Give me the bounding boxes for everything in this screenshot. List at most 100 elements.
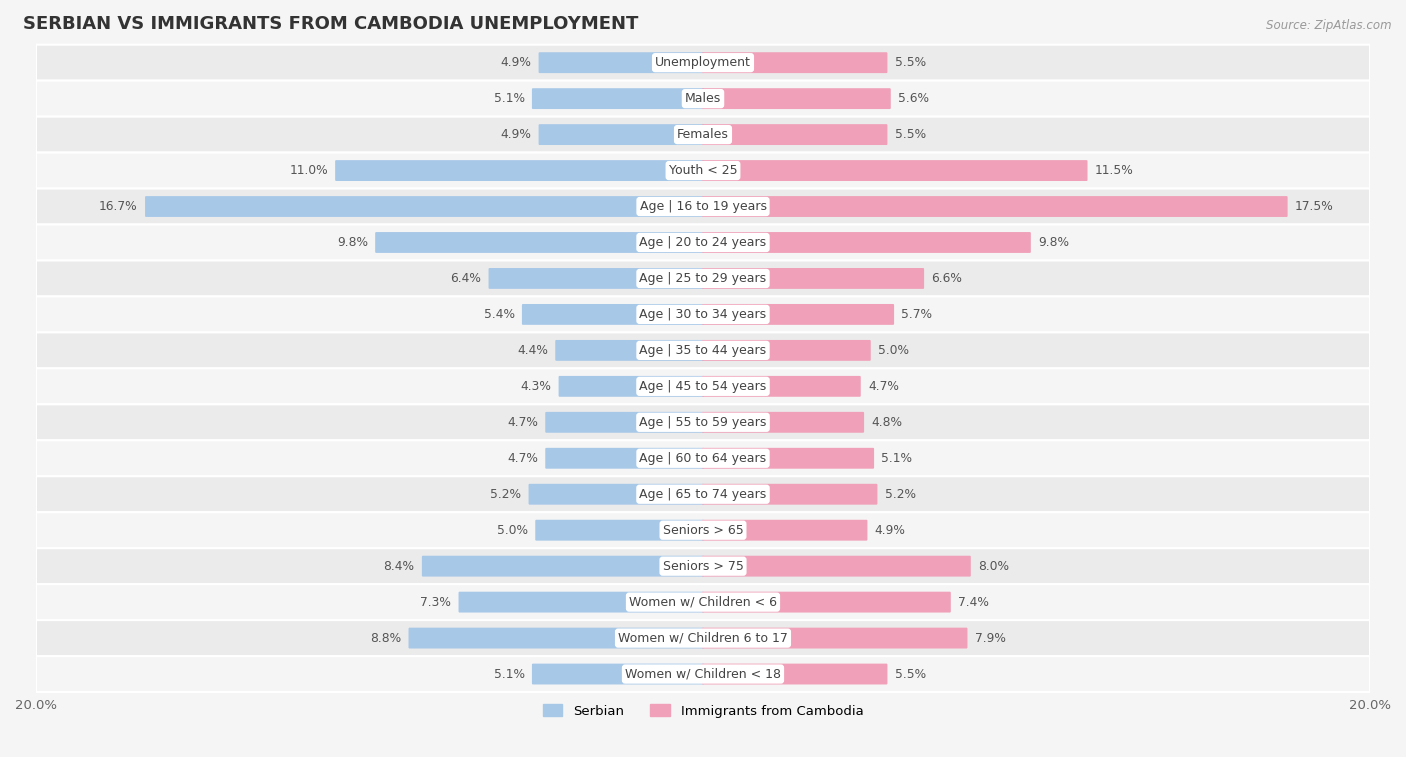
Text: 16.7%: 16.7%: [98, 200, 138, 213]
FancyBboxPatch shape: [702, 520, 868, 540]
FancyBboxPatch shape: [702, 89, 891, 109]
Text: SERBIAN VS IMMIGRANTS FROM CAMBODIA UNEMPLOYMENT: SERBIAN VS IMMIGRANTS FROM CAMBODIA UNEM…: [22, 15, 638, 33]
Text: Age | 45 to 54 years: Age | 45 to 54 years: [640, 380, 766, 393]
FancyBboxPatch shape: [409, 628, 704, 649]
Text: Age | 30 to 34 years: Age | 30 to 34 years: [640, 308, 766, 321]
Text: 5.7%: 5.7%: [901, 308, 932, 321]
Text: Age | 35 to 44 years: Age | 35 to 44 years: [640, 344, 766, 357]
FancyBboxPatch shape: [702, 232, 1031, 253]
FancyBboxPatch shape: [558, 376, 704, 397]
FancyBboxPatch shape: [37, 225, 1369, 260]
Text: 7.9%: 7.9%: [974, 631, 1005, 644]
FancyBboxPatch shape: [458, 592, 704, 612]
FancyBboxPatch shape: [37, 369, 1369, 404]
Text: Source: ZipAtlas.com: Source: ZipAtlas.com: [1267, 19, 1392, 32]
Text: Age | 65 to 74 years: Age | 65 to 74 years: [640, 488, 766, 500]
FancyBboxPatch shape: [702, 52, 887, 73]
Text: 5.2%: 5.2%: [491, 488, 522, 500]
FancyBboxPatch shape: [546, 412, 704, 433]
FancyBboxPatch shape: [488, 268, 704, 289]
FancyBboxPatch shape: [702, 592, 950, 612]
FancyBboxPatch shape: [37, 260, 1369, 297]
FancyBboxPatch shape: [538, 124, 704, 145]
FancyBboxPatch shape: [702, 664, 887, 684]
FancyBboxPatch shape: [702, 448, 875, 469]
FancyBboxPatch shape: [37, 441, 1369, 476]
Text: 5.1%: 5.1%: [494, 668, 524, 681]
FancyBboxPatch shape: [37, 188, 1369, 225]
Text: 5.5%: 5.5%: [894, 128, 927, 141]
Text: Age | 60 to 64 years: Age | 60 to 64 years: [640, 452, 766, 465]
FancyBboxPatch shape: [538, 52, 704, 73]
FancyBboxPatch shape: [37, 512, 1369, 548]
Text: 4.7%: 4.7%: [508, 452, 538, 465]
FancyBboxPatch shape: [702, 376, 860, 397]
Text: 9.8%: 9.8%: [1038, 236, 1069, 249]
Text: 5.0%: 5.0%: [496, 524, 527, 537]
FancyBboxPatch shape: [702, 484, 877, 505]
Text: 4.3%: 4.3%: [520, 380, 551, 393]
FancyBboxPatch shape: [37, 656, 1369, 692]
FancyBboxPatch shape: [37, 117, 1369, 153]
Text: 5.5%: 5.5%: [894, 668, 927, 681]
Text: Seniors > 75: Seniors > 75: [662, 559, 744, 572]
Text: 4.7%: 4.7%: [868, 380, 898, 393]
FancyBboxPatch shape: [37, 584, 1369, 620]
Text: Unemployment: Unemployment: [655, 56, 751, 69]
FancyBboxPatch shape: [702, 160, 1087, 181]
Text: 4.9%: 4.9%: [501, 56, 531, 69]
FancyBboxPatch shape: [37, 81, 1369, 117]
FancyBboxPatch shape: [529, 484, 704, 505]
FancyBboxPatch shape: [422, 556, 704, 577]
Text: 5.5%: 5.5%: [894, 56, 927, 69]
FancyBboxPatch shape: [37, 332, 1369, 369]
FancyBboxPatch shape: [531, 664, 704, 684]
Text: 6.6%: 6.6%: [931, 272, 962, 285]
Text: 11.5%: 11.5%: [1095, 164, 1133, 177]
Text: 4.7%: 4.7%: [508, 416, 538, 428]
Text: Females: Females: [678, 128, 728, 141]
Text: 4.9%: 4.9%: [501, 128, 531, 141]
Text: Women w/ Children 6 to 17: Women w/ Children 6 to 17: [619, 631, 787, 644]
Text: Seniors > 65: Seniors > 65: [662, 524, 744, 537]
FancyBboxPatch shape: [536, 520, 704, 540]
Text: 5.1%: 5.1%: [882, 452, 912, 465]
Text: Age | 25 to 29 years: Age | 25 to 29 years: [640, 272, 766, 285]
FancyBboxPatch shape: [702, 124, 887, 145]
FancyBboxPatch shape: [702, 268, 924, 289]
Text: 11.0%: 11.0%: [290, 164, 328, 177]
Legend: Serbian, Immigrants from Cambodia: Serbian, Immigrants from Cambodia: [537, 699, 869, 723]
FancyBboxPatch shape: [702, 304, 894, 325]
FancyBboxPatch shape: [335, 160, 704, 181]
FancyBboxPatch shape: [702, 340, 870, 361]
Text: Males: Males: [685, 92, 721, 105]
FancyBboxPatch shape: [37, 45, 1369, 81]
Text: Women w/ Children < 6: Women w/ Children < 6: [628, 596, 778, 609]
FancyBboxPatch shape: [145, 196, 704, 217]
Text: Youth < 25: Youth < 25: [669, 164, 737, 177]
Text: 17.5%: 17.5%: [1295, 200, 1334, 213]
Text: 4.9%: 4.9%: [875, 524, 905, 537]
FancyBboxPatch shape: [522, 304, 704, 325]
FancyBboxPatch shape: [555, 340, 704, 361]
Text: 6.4%: 6.4%: [450, 272, 481, 285]
FancyBboxPatch shape: [37, 476, 1369, 512]
FancyBboxPatch shape: [702, 628, 967, 649]
FancyBboxPatch shape: [702, 412, 865, 433]
Text: 5.6%: 5.6%: [898, 92, 929, 105]
FancyBboxPatch shape: [546, 448, 704, 469]
Text: 8.4%: 8.4%: [384, 559, 415, 572]
FancyBboxPatch shape: [37, 548, 1369, 584]
Text: 7.3%: 7.3%: [420, 596, 451, 609]
FancyBboxPatch shape: [375, 232, 704, 253]
FancyBboxPatch shape: [702, 196, 1288, 217]
Text: 9.8%: 9.8%: [337, 236, 368, 249]
FancyBboxPatch shape: [37, 297, 1369, 332]
Text: 5.2%: 5.2%: [884, 488, 915, 500]
Text: Women w/ Children < 18: Women w/ Children < 18: [626, 668, 780, 681]
Text: 8.8%: 8.8%: [370, 631, 401, 644]
Text: 5.4%: 5.4%: [484, 308, 515, 321]
Text: 5.0%: 5.0%: [879, 344, 910, 357]
FancyBboxPatch shape: [37, 153, 1369, 188]
FancyBboxPatch shape: [531, 89, 704, 109]
